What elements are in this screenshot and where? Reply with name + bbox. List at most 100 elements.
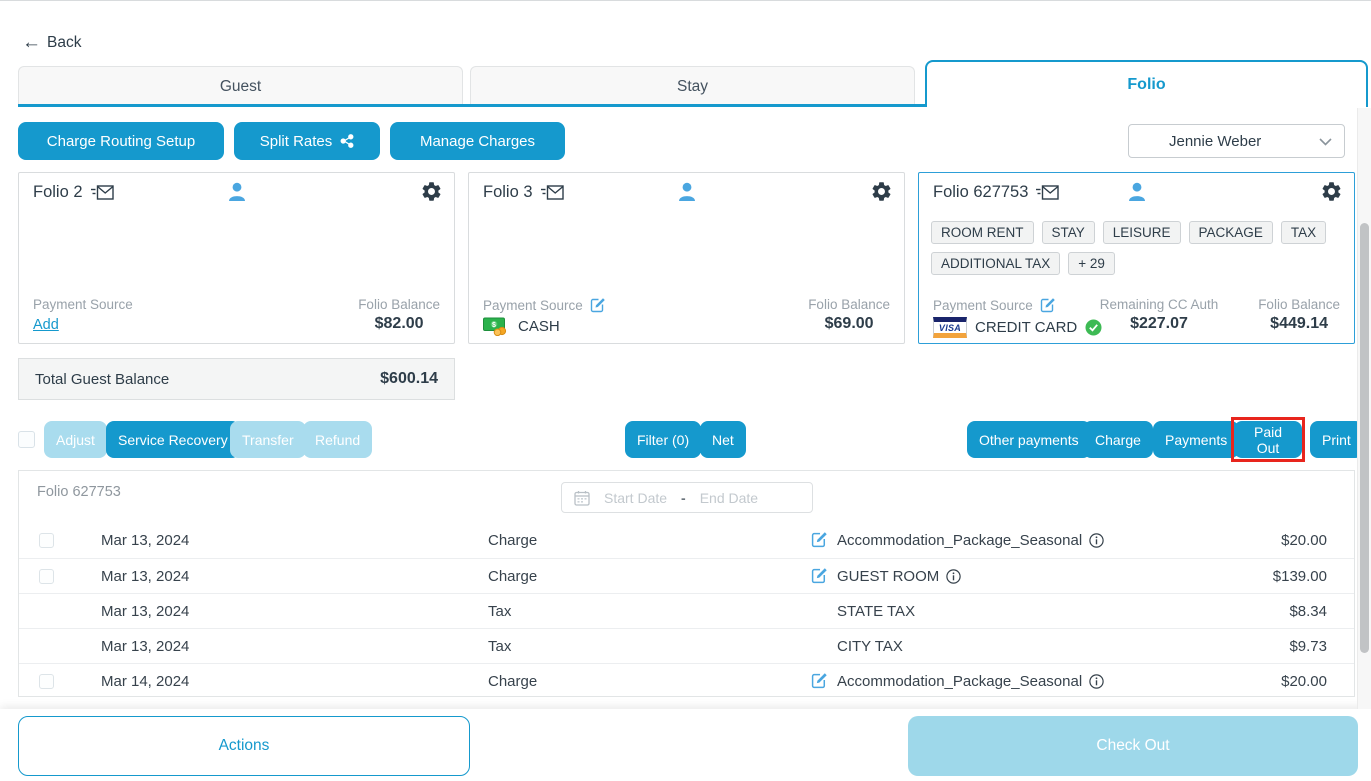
tag-chip: ADDITIONAL TAX bbox=[931, 252, 1061, 275]
tab-stay[interactable]: Stay bbox=[470, 66, 915, 106]
tag-chip: STAY bbox=[1041, 221, 1095, 244]
edit-icon[interactable] bbox=[811, 531, 828, 548]
row-checkbox[interactable] bbox=[39, 674, 54, 689]
transaction-rows: Mar 13, 2024 Charge Accommodation_Packag… bbox=[19, 523, 1354, 698]
back-arrow-icon: ← bbox=[22, 32, 41, 53]
folio-card-2[interactable]: Folio 2 Payment Source Add Folio Balance… bbox=[18, 172, 455, 344]
folio-balance-value: $82.00 bbox=[374, 315, 424, 332]
cc-auth-value: $227.07 bbox=[1130, 315, 1188, 332]
split-rates-button[interactable]: Split Rates bbox=[234, 122, 380, 160]
total-guest-balance-value: $600.14 bbox=[380, 370, 438, 387]
send-email-icon[interactable] bbox=[90, 185, 114, 200]
table-row: Mar 13, 2024 Tax STATE TAX $8.34 bbox=[19, 593, 1354, 628]
tab-folio-label: Folio bbox=[1127, 75, 1166, 93]
edit-icon[interactable] bbox=[590, 297, 606, 313]
tag-chip: ROOM RENT bbox=[931, 221, 1034, 244]
date-range-filter[interactable]: Start Date - End Date bbox=[561, 482, 813, 513]
folio-627753-title-text: Folio 627753 bbox=[933, 183, 1029, 201]
tag-chip-more[interactable]: + 29 bbox=[1068, 252, 1115, 275]
check-out-button[interactable]: Check Out bbox=[908, 716, 1358, 776]
remaining-cc-auth: Remaining CC Auth $227.07 bbox=[1079, 297, 1239, 333]
payment-method-label: CREDIT CARD bbox=[975, 319, 1078, 336]
other-payments-button[interactable]: Other payments bbox=[967, 421, 1091, 458]
service-recovery-button[interactable]: Service Recovery bbox=[106, 421, 240, 458]
row-date: Mar 13, 2024 bbox=[101, 532, 190, 549]
info-icon[interactable] bbox=[1089, 533, 1104, 548]
manage-charges-label: Manage Charges bbox=[419, 132, 536, 150]
guest-selector-dropdown[interactable]: Jennie Weber bbox=[1128, 124, 1345, 158]
paid-out-button[interactable]: Paid Out bbox=[1234, 421, 1302, 458]
chevron-down-icon bbox=[1319, 138, 1332, 146]
folio-2-title-text: Folio 2 bbox=[33, 183, 83, 201]
row-checkbox[interactable] bbox=[39, 569, 54, 584]
row-date: Mar 13, 2024 bbox=[101, 568, 190, 585]
folio-balance-label: Folio Balance bbox=[358, 297, 440, 312]
send-email-icon[interactable] bbox=[1036, 185, 1060, 200]
folio-card-3[interactable]: Folio 3 Payment Source $ CASH Folio Bala… bbox=[468, 172, 905, 344]
guest-selector-value: Jennie Weber bbox=[1169, 132, 1262, 150]
folio-card-627753[interactable]: Folio 627753 ROOM RENT STAY LEISURE PACK… bbox=[918, 172, 1355, 344]
row-type: Charge bbox=[488, 532, 538, 549]
row-checkbox[interactable] bbox=[39, 533, 54, 548]
start-date-placeholder[interactable]: Start Date bbox=[604, 489, 668, 506]
cash-icon: $ bbox=[483, 317, 510, 336]
charge-button[interactable]: Charge bbox=[1083, 421, 1153, 458]
payment-source-label: Payment Source bbox=[933, 297, 1056, 313]
send-email-icon[interactable] bbox=[540, 185, 564, 200]
row-description: Accommodation_Package_Seasonal bbox=[837, 532, 1083, 549]
edit-icon[interactable] bbox=[811, 672, 828, 689]
gear-icon[interactable] bbox=[420, 180, 443, 203]
tag-chip: PACKAGE bbox=[1188, 221, 1273, 244]
date-separator: - bbox=[681, 489, 686, 506]
folio-balance-label: Folio Balance bbox=[808, 297, 890, 312]
charge-routing-setup-button[interactable]: Charge Routing Setup bbox=[18, 122, 224, 160]
guest-person-icon[interactable] bbox=[227, 182, 246, 202]
tab-folio[interactable]: Folio bbox=[925, 60, 1368, 107]
folio-balance: Folio Balance $69.00 bbox=[808, 297, 890, 333]
tag-chip: LEISURE bbox=[1102, 221, 1181, 244]
end-date-placeholder[interactable]: End Date bbox=[699, 489, 759, 506]
visa-card-icon: VISA bbox=[933, 317, 967, 338]
row-type: Tax bbox=[488, 638, 512, 655]
info-icon[interactable] bbox=[1089, 674, 1104, 689]
folio-balance-value: $449.14 bbox=[1270, 315, 1329, 332]
payments-button[interactable]: Payments bbox=[1153, 421, 1240, 458]
add-payment-source-link[interactable]: Add bbox=[33, 317, 59, 333]
check-circle-icon bbox=[1085, 319, 1102, 336]
net-button[interactable]: Net bbox=[700, 421, 746, 458]
back-button[interactable]: ← Back bbox=[22, 33, 81, 52]
vertical-scrollbar-track[interactable] bbox=[1357, 108, 1371, 709]
adjust-button[interactable]: Adjust bbox=[44, 421, 107, 458]
tab-guest[interactable]: Guest bbox=[18, 66, 463, 106]
row-amount: $20.00 bbox=[1281, 673, 1327, 690]
folio-627753-title: Folio 627753 bbox=[933, 183, 1060, 202]
table-folio-label: Folio 627753 bbox=[37, 484, 121, 500]
table-row: Mar 13, 2024 Charge GUEST ROOM $139.00 bbox=[19, 558, 1354, 593]
row-description: CITY TAX bbox=[837, 638, 903, 655]
info-icon[interactable] bbox=[946, 569, 961, 584]
transfer-button[interactable]: Transfer bbox=[230, 421, 306, 458]
edit-icon[interactable] bbox=[1040, 297, 1056, 313]
gear-icon[interactable] bbox=[1320, 180, 1343, 203]
split-rates-label: Split Rates bbox=[259, 132, 333, 150]
payment-source-label: Payment Source bbox=[483, 297, 606, 313]
filter-button[interactable]: Filter (0) bbox=[625, 421, 702, 458]
guest-person-icon[interactable] bbox=[1127, 182, 1146, 202]
calendar-icon bbox=[574, 490, 590, 506]
vertical-scrollbar-thumb[interactable] bbox=[1359, 223, 1369, 653]
guest-person-icon[interactable] bbox=[677, 182, 696, 202]
share-icon bbox=[340, 134, 354, 148]
edit-icon[interactable] bbox=[811, 567, 828, 584]
select-all-checkbox[interactable] bbox=[18, 431, 35, 448]
row-amount: $20.00 bbox=[1281, 532, 1327, 549]
print-button[interactable]: Print bbox=[1310, 421, 1363, 458]
refund-button[interactable]: Refund bbox=[303, 421, 373, 458]
charge-category-tags: ROOM RENT STAY LEISURE PACKAGE TAX ADDIT… bbox=[931, 221, 1342, 275]
gear-icon[interactable] bbox=[870, 180, 893, 203]
payment-method: VISA CREDIT CARD bbox=[933, 317, 1102, 338]
actions-button[interactable]: Actions bbox=[18, 716, 470, 776]
tab-underline bbox=[18, 104, 925, 107]
svg-text:$: $ bbox=[492, 322, 496, 329]
tab-guest-label: Guest bbox=[219, 77, 262, 95]
manage-charges-button[interactable]: Manage Charges bbox=[390, 122, 565, 160]
